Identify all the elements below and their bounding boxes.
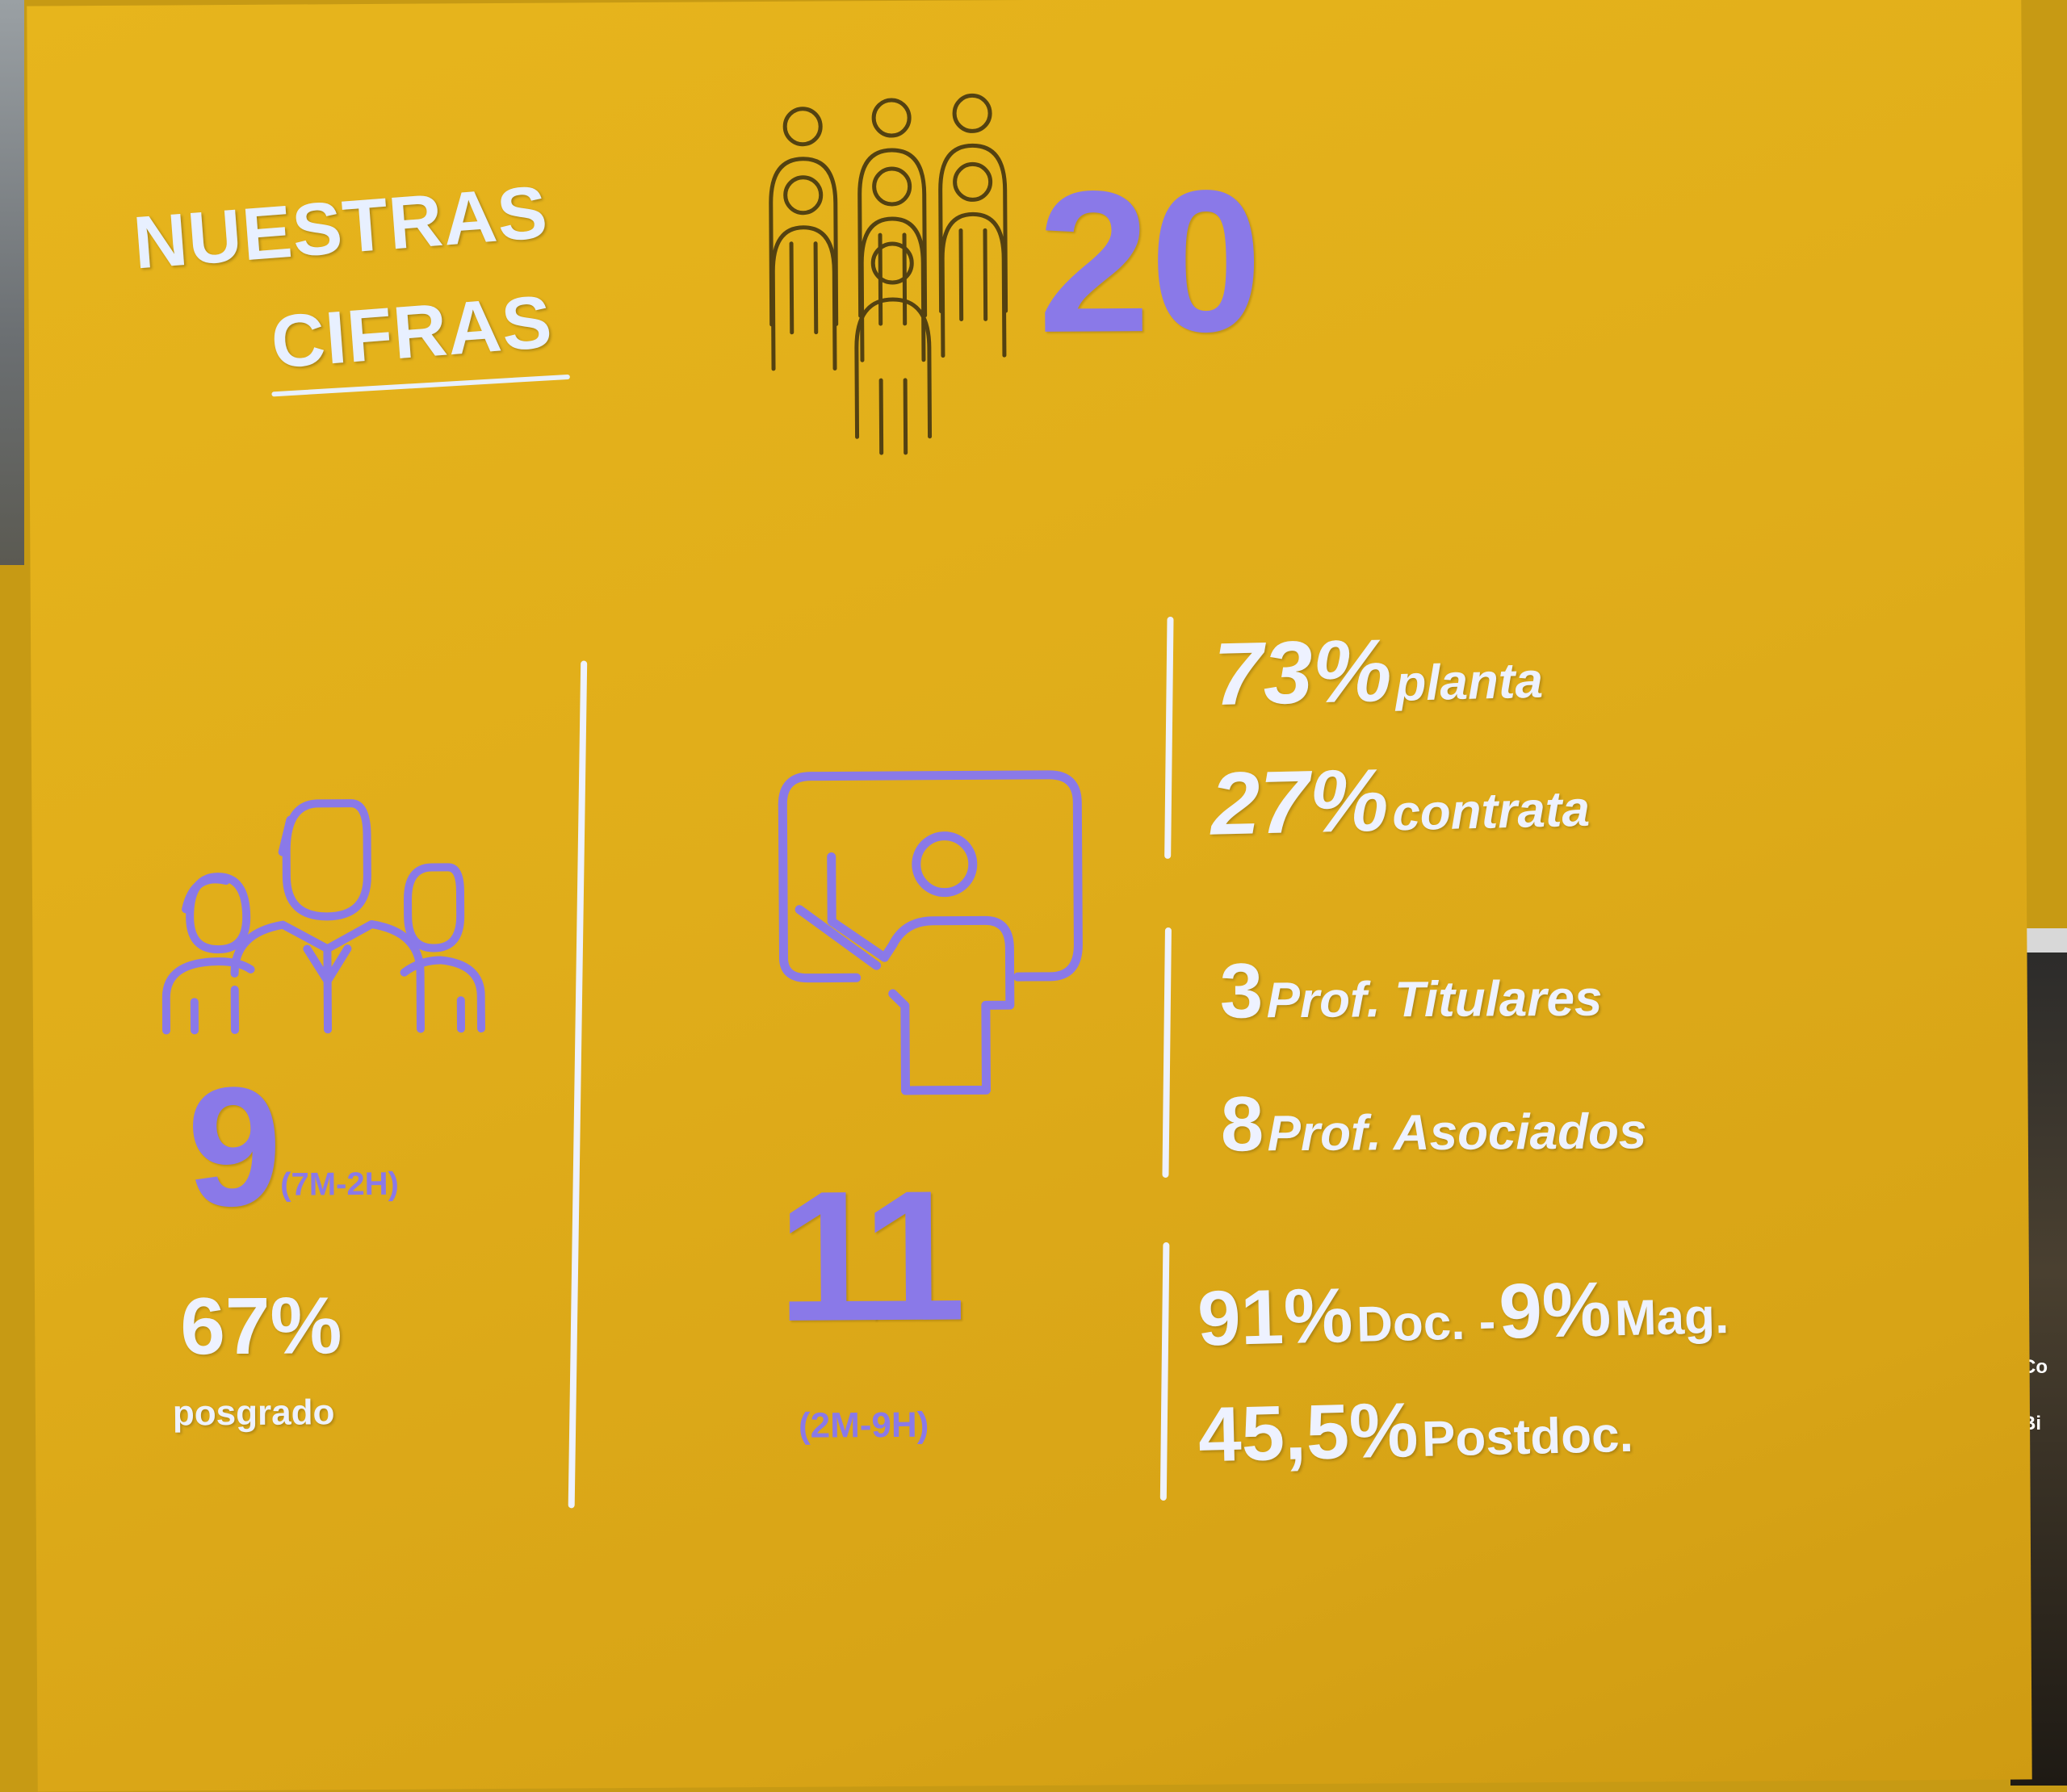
contrata-percent: 27% — [1209, 750, 1390, 854]
left-count: 9 — [187, 1051, 283, 1242]
left-percent: 67% — [179, 1280, 342, 1372]
left-breakdown: (7M-2H) — [280, 1166, 399, 1203]
doc-percent: 91% — [1197, 1271, 1354, 1363]
mag-label: Mag. — [1614, 1287, 1729, 1347]
team-icon — [161, 799, 486, 1035]
total-count: 20 — [1037, 148, 1264, 375]
stat-postdoc: 45,5% Postdoc. — [1197, 1381, 1634, 1480]
titulares-number: 3 — [1219, 948, 1264, 1035]
main-divider — [568, 660, 588, 1509]
asociados-label: Prof. Asociados — [1267, 1103, 1647, 1162]
contrata-label: contrata — [1391, 781, 1591, 842]
asociados-number: 8 — [1220, 1081, 1264, 1168]
stat-doctorate: 91% Doc. - 9% Mag. — [1197, 1262, 1729, 1363]
slide-title-line2: CIFRAS — [268, 280, 556, 384]
slide-title-line1: NUESTRAS — [130, 170, 551, 285]
divider-rank — [1162, 927, 1172, 1178]
teacher-at-board-icon — [778, 770, 1083, 1095]
mag-percent: 9% — [1498, 1266, 1612, 1355]
stat-titulares: 3 Prof. Titulares — [1219, 945, 1602, 1036]
titulares-label: Prof. Titulares — [1266, 970, 1603, 1029]
planta-percent: 73% — [1212, 620, 1393, 725]
people-group-icon — [769, 93, 1008, 455]
left-percent-label: posgrado — [172, 1392, 335, 1434]
divider-degree — [1159, 1241, 1170, 1501]
divider-contract — [1164, 616, 1174, 859]
doc-label: Doc. - — [1356, 1293, 1497, 1353]
postdoc-label: Postdoc. — [1421, 1406, 1634, 1468]
projected-slide: NUESTRAS CIFRAS 20 — [27, 0, 2032, 1792]
room-wall-left — [0, 0, 24, 565]
stat-asociados: 8 Prof. Asociados — [1220, 1078, 1646, 1169]
middle-count: 11 — [776, 1151, 958, 1360]
postdoc-percent: 45,5% — [1197, 1387, 1419, 1479]
middle-breakdown: (2M-9H) — [798, 1405, 929, 1446]
stat-planta: 73% planta — [1213, 616, 1544, 726]
stat-contrata: 27% contrata — [1210, 744, 1591, 856]
planta-label: planta — [1394, 652, 1544, 712]
